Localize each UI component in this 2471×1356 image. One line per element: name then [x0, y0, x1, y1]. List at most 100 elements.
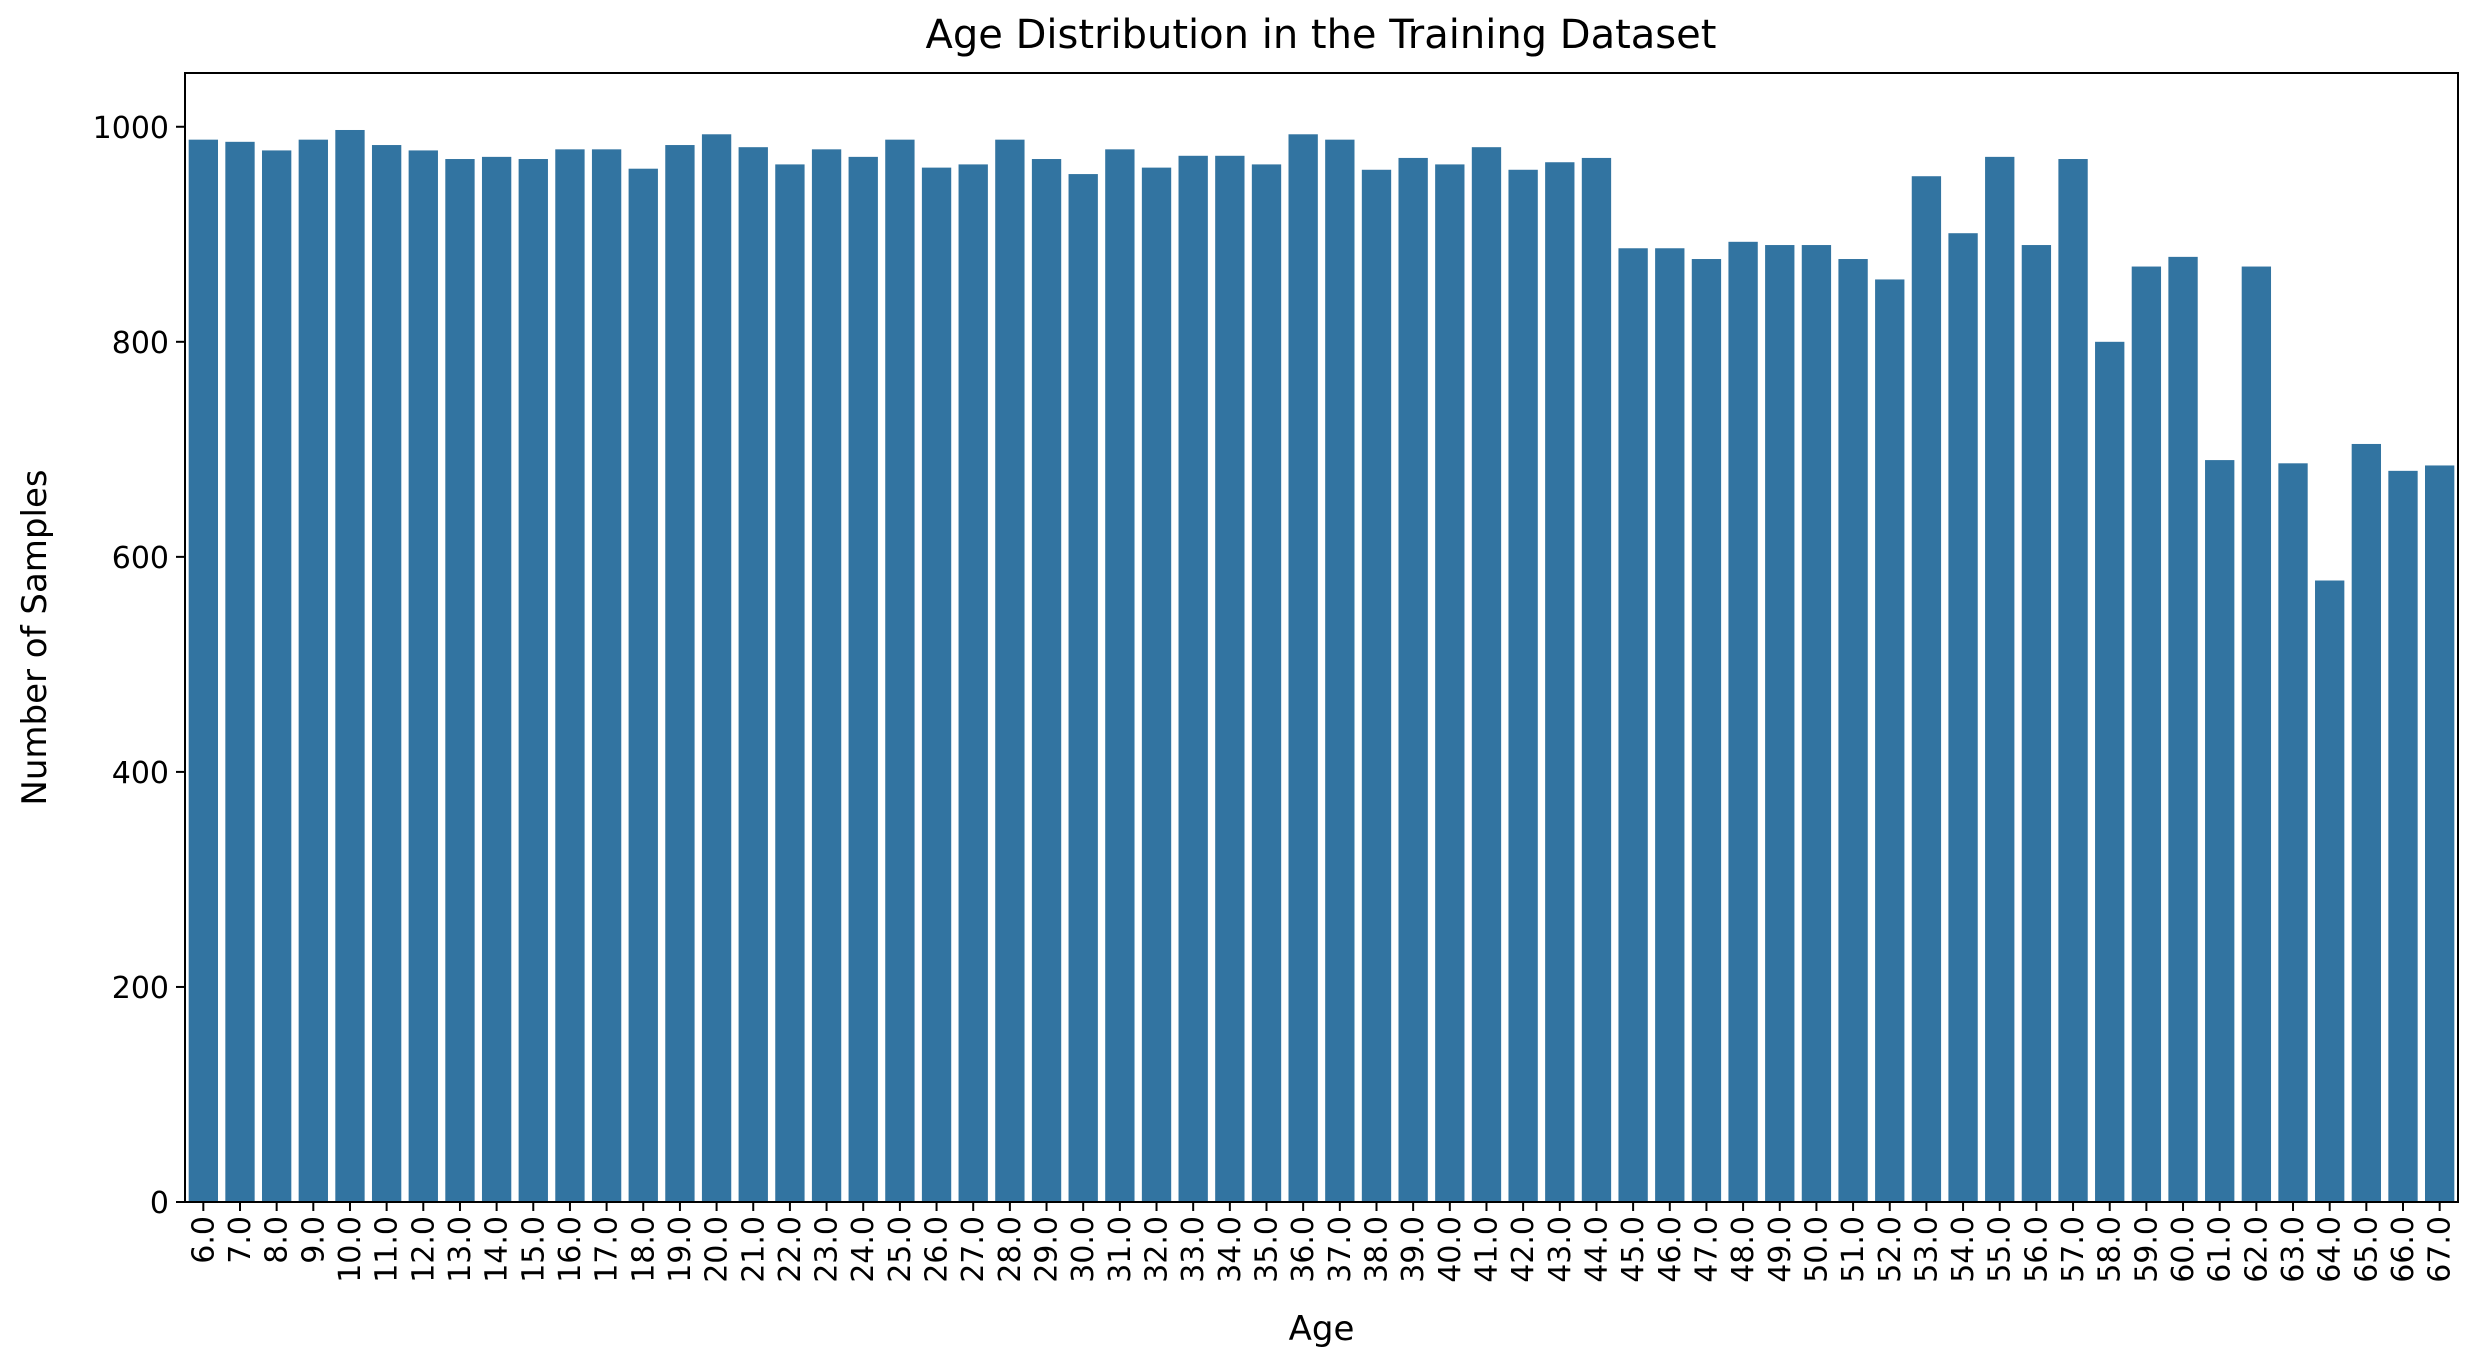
bar-46.0 [1655, 248, 1685, 1202]
x-tick-label-64.0: 64.0 [2313, 1216, 2348, 1283]
x-tick-label-65.0: 65.0 [2349, 1216, 2384, 1283]
y-tick-label-600: 600 [112, 541, 169, 576]
x-tick-label-25.0: 25.0 [883, 1216, 918, 1283]
bar-17.0 [591, 149, 622, 1203]
x-tick-label-44.0: 44.0 [1579, 1216, 1614, 1283]
bar-24.0 [848, 156, 878, 1202]
bar-12.0 [408, 150, 438, 1202]
y-tick-label-200: 200 [112, 971, 169, 1006]
x-tick-label-17.0: 17.0 [590, 1216, 625, 1283]
bar-48.0 [1728, 241, 1758, 1202]
bar-30.0 [1068, 174, 1098, 1202]
bar-47.0 [1691, 259, 1722, 1202]
x-tick-label-20.0: 20.0 [700, 1216, 735, 1283]
y-tick-label-0: 0 [150, 1186, 169, 1221]
x-tick-label-29.0: 29.0 [1030, 1216, 1065, 1283]
bar-38.0 [1361, 169, 1392, 1202]
bar-62.0 [2241, 266, 2272, 1202]
bar-67.0 [2425, 465, 2455, 1203]
x-tick-label-40.0: 40.0 [1433, 1216, 1468, 1283]
bar-54.0 [1948, 233, 1978, 1202]
bar-32.0 [1141, 167, 1172, 1202]
bars-group [188, 129, 2455, 1203]
y-tick-label-400: 400 [112, 756, 169, 791]
bar-9.0 [298, 139, 328, 1202]
x-tick-label-55.0: 55.0 [1983, 1216, 2018, 1283]
x-tick-label-50.0: 50.0 [1799, 1216, 1834, 1283]
x-tick-label-22.0: 22.0 [773, 1216, 808, 1283]
bar-13.0 [445, 159, 475, 1202]
x-tick-label-21.0: 21.0 [736, 1216, 771, 1283]
x-tick-label-33.0: 33.0 [1176, 1216, 1211, 1283]
bar-15.0 [518, 159, 548, 1202]
bar-58.0 [2095, 341, 2125, 1202]
bar-57.0 [2058, 159, 2088, 1202]
x-tick-label-16.0: 16.0 [553, 1216, 588, 1283]
x-tick-label-66.0: 66.0 [2386, 1216, 2421, 1283]
x-tick-label-7.0: 7.0 [223, 1216, 258, 1264]
x-tick-label-31.0: 31.0 [1103, 1216, 1138, 1283]
x-tick-label-8.0: 8.0 [260, 1216, 295, 1264]
x-tick-label-37.0: 37.0 [1323, 1216, 1358, 1283]
x-tick-label-34.0: 34.0 [1213, 1216, 1248, 1283]
bar-64.0 [2315, 580, 2345, 1202]
x-tick-label-41.0: 41.0 [1469, 1216, 1504, 1283]
y-axis: 0 200 400 600 800 1000 [93, 111, 185, 1221]
bar-50.0 [1801, 245, 1832, 1203]
x-tick-label-13.0: 13.0 [443, 1216, 478, 1283]
x-tick-label-42.0: 42.0 [1506, 1216, 1541, 1283]
x-tick-label-61.0: 61.0 [2203, 1216, 2238, 1283]
bar-49.0 [1765, 245, 1795, 1203]
bar-6.0 [188, 139, 218, 1202]
bar-53.0 [1911, 176, 1942, 1203]
x-tick-label-24.0: 24.0 [846, 1216, 881, 1283]
bar-63.0 [2278, 463, 2308, 1202]
x-tick-label-59.0: 59.0 [2129, 1216, 2164, 1283]
x-tick-label-60.0: 60.0 [2166, 1216, 2201, 1283]
chart-title: Age Distribution in the Training Dataset [926, 12, 1717, 58]
bar-18.0 [628, 168, 658, 1203]
x-tick-label-30.0: 30.0 [1066, 1216, 1101, 1283]
bar-45.0 [1618, 248, 1648, 1202]
x-tick-label-38.0: 38.0 [1359, 1216, 1394, 1283]
bar-56.0 [2021, 245, 2052, 1203]
bar-31.0 [1105, 149, 1135, 1203]
bar-7.0 [225, 141, 255, 1202]
bar-52.0 [1875, 279, 1905, 1202]
bar-10.0 [335, 129, 365, 1203]
y-axis-label: Number of Samples [15, 469, 55, 805]
bar-27.0 [958, 164, 988, 1202]
bar-36.0 [1288, 134, 1318, 1202]
bar-16.0 [555, 149, 585, 1203]
x-tick-label-67.0: 67.0 [2423, 1216, 2458, 1283]
x-axis: 6.0 7.0 8.0 9.0 10.0 11.0 12.0 13.0 14.0 15.0 16.0… [186, 1202, 2458, 1283]
bar-37.0 [1325, 139, 1355, 1202]
x-tick-label-47.0: 47.0 [1689, 1216, 1724, 1283]
x-tick-label-54.0: 54.0 [1946, 1216, 1981, 1283]
x-tick-label-27.0: 27.0 [956, 1216, 991, 1283]
x-tick-label-63.0: 63.0 [2276, 1216, 2311, 1283]
bar-11.0 [371, 145, 402, 1202]
bar-35.0 [1251, 164, 1282, 1202]
x-tick-label-46.0: 46.0 [1653, 1216, 1688, 1283]
bar-40.0 [1435, 164, 1465, 1202]
bar-65.0 [2351, 443, 2382, 1203]
x-axis-label: Age [1289, 1309, 1355, 1349]
bar-26.0 [921, 167, 952, 1202]
bar-66.0 [2388, 470, 2418, 1203]
plot-frame [184, 72, 2459, 1203]
bar-23.0 [811, 149, 842, 1203]
x-tick-label-15.0: 15.0 [516, 1216, 551, 1283]
bar-42.0 [1508, 169, 1538, 1202]
x-tick-label-45.0: 45.0 [1616, 1216, 1651, 1283]
x-tick-label-23.0: 23.0 [810, 1216, 845, 1283]
x-tick-label-32.0: 32.0 [1140, 1216, 1175, 1283]
bar-33.0 [1178, 155, 1208, 1202]
bar-20.0 [701, 134, 732, 1202]
bar-34.0 [1215, 155, 1245, 1202]
x-tick-label-49.0: 49.0 [1763, 1216, 1798, 1283]
bar-60.0 [2168, 256, 2198, 1202]
bar-25.0 [885, 139, 915, 1202]
y-tick-label-1000: 1000 [93, 111, 169, 146]
